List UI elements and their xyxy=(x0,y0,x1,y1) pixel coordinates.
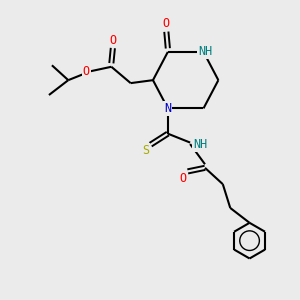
Text: O: O xyxy=(179,172,186,185)
Text: S: S xyxy=(142,144,149,157)
Text: O: O xyxy=(163,17,170,30)
Text: O: O xyxy=(82,65,90,78)
Text: NH: NH xyxy=(198,45,212,58)
Text: O: O xyxy=(109,34,116,46)
Text: NH: NH xyxy=(194,138,208,151)
Text: N: N xyxy=(164,102,171,115)
